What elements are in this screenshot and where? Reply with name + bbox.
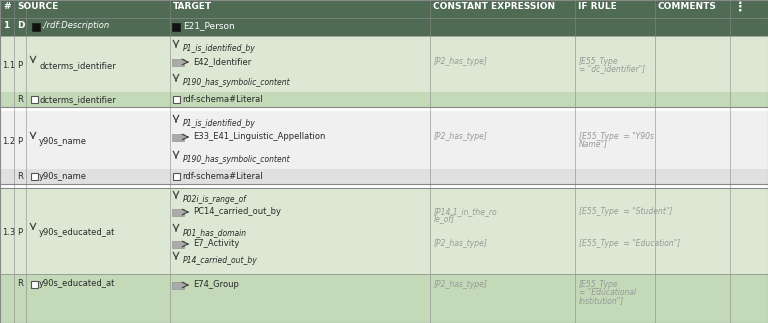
Text: le_of]: le_of]: [434, 214, 455, 223]
Bar: [0, 18, 768, 36]
Text: [E55_Type  = "Y90s: [E55_Type = "Y90s: [579, 132, 654, 141]
Bar: [0, 107, 768, 111]
Text: R: R: [17, 95, 23, 104]
Text: y90s_name: y90s_name: [39, 137, 87, 146]
Text: y90s_educated_at: y90s_educated_at: [39, 228, 115, 237]
Text: P: P: [17, 61, 22, 70]
Text: R: R: [17, 172, 23, 181]
Bar: [173, 96, 180, 103]
Text: dcterms_identifier: dcterms_identifier: [39, 95, 116, 104]
Bar: [31, 173, 38, 180]
Text: E7_Activity: E7_Activity: [193, 239, 240, 248]
Text: = "dc_identifier"]: = "dc_identifier"]: [579, 64, 645, 73]
Text: [P2_has_type]: [P2_has_type]: [434, 280, 488, 289]
Bar: [31, 96, 38, 103]
Bar: [0, 111, 768, 169]
Bar: [0, 184, 768, 188]
Text: Institution"]: Institution"]: [579, 296, 624, 305]
Text: [E55_Type  = "Education"]: [E55_Type = "Education"]: [579, 239, 680, 248]
Text: P: P: [17, 228, 22, 237]
Text: ./rdf:Description: ./rdf:Description: [42, 21, 110, 30]
Bar: [0, 274, 768, 323]
Text: #: #: [3, 2, 11, 11]
Text: P190_has_symbolic_content: P190_has_symbolic_content: [183, 155, 290, 164]
Text: P190_has_symbolic_content: P190_has_symbolic_content: [183, 78, 290, 87]
Text: P14_carried_out_by: P14_carried_out_by: [183, 256, 258, 265]
Text: TARGET: TARGET: [173, 2, 212, 11]
Text: SOURCE: SOURCE: [17, 2, 58, 11]
Text: [E55_Type: [E55_Type: [579, 57, 619, 66]
Text: COMMENTS: COMMENTS: [658, 2, 717, 11]
Bar: [172, 23, 180, 31]
Text: P1_is_identified_by: P1_is_identified_by: [183, 44, 256, 53]
Text: IF RULE: IF RULE: [578, 2, 617, 11]
Bar: [0, 0, 768, 18]
Text: = "Educational: = "Educational: [579, 288, 636, 297]
Text: [P2_has_type]: [P2_has_type]: [434, 57, 488, 66]
Bar: [0, 188, 768, 274]
Bar: [0, 36, 768, 92]
Bar: [173, 173, 180, 180]
Text: y90s_name: y90s_name: [39, 172, 87, 181]
Bar: [172, 133, 184, 141]
Text: dcterms_identifier: dcterms_identifier: [39, 61, 116, 70]
Bar: [172, 58, 184, 66]
Text: [E55_Type: [E55_Type: [579, 280, 619, 289]
Bar: [172, 282, 184, 288]
Text: rdf-schema#Literal: rdf-schema#Literal: [182, 172, 263, 181]
Bar: [172, 209, 184, 215]
Text: E33_E41_Linguistic_Appellation: E33_E41_Linguistic_Appellation: [193, 132, 326, 141]
Bar: [172, 241, 184, 247]
Text: 1.2: 1.2: [2, 137, 15, 146]
Text: E21_Person: E21_Person: [183, 21, 235, 30]
Text: ⋮: ⋮: [734, 1, 746, 14]
Bar: [31, 280, 38, 287]
Text: E42_Identifier: E42_Identifier: [193, 57, 251, 66]
Text: P1_is_identified_by: P1_is_identified_by: [183, 119, 256, 128]
Bar: [0, 169, 768, 184]
Bar: [32, 23, 40, 31]
Text: D: D: [17, 21, 25, 30]
Text: [E55_Type  = "Student"]: [E55_Type = "Student"]: [579, 207, 672, 216]
Text: 1: 1: [3, 21, 9, 30]
Text: [P2_has_type]: [P2_has_type]: [434, 132, 488, 141]
Text: E74_Group: E74_Group: [193, 280, 239, 289]
Text: PC14_carried_out_by: PC14_carried_out_by: [193, 207, 281, 216]
Bar: [0, 92, 768, 107]
Text: R: R: [17, 279, 23, 288]
Text: rdf-schema#Literal: rdf-schema#Literal: [182, 95, 263, 104]
Text: Name"]: Name"]: [579, 139, 608, 148]
Text: CONSTANT EXPRESSION: CONSTANT EXPRESSION: [433, 2, 555, 11]
Text: y90s_educated_at: y90s_educated_at: [39, 279, 115, 288]
Text: 1.1: 1.1: [2, 61, 15, 70]
Text: [P14.1_in_the_ro: [P14.1_in_the_ro: [434, 207, 498, 216]
Text: [P2_has_type]: [P2_has_type]: [434, 239, 488, 248]
Text: P01_has_domain: P01_has_domain: [183, 228, 247, 237]
Text: 1.3: 1.3: [2, 228, 15, 237]
Text: P: P: [17, 137, 22, 146]
Text: P02i_is_range_of: P02i_is_range_of: [183, 195, 247, 204]
